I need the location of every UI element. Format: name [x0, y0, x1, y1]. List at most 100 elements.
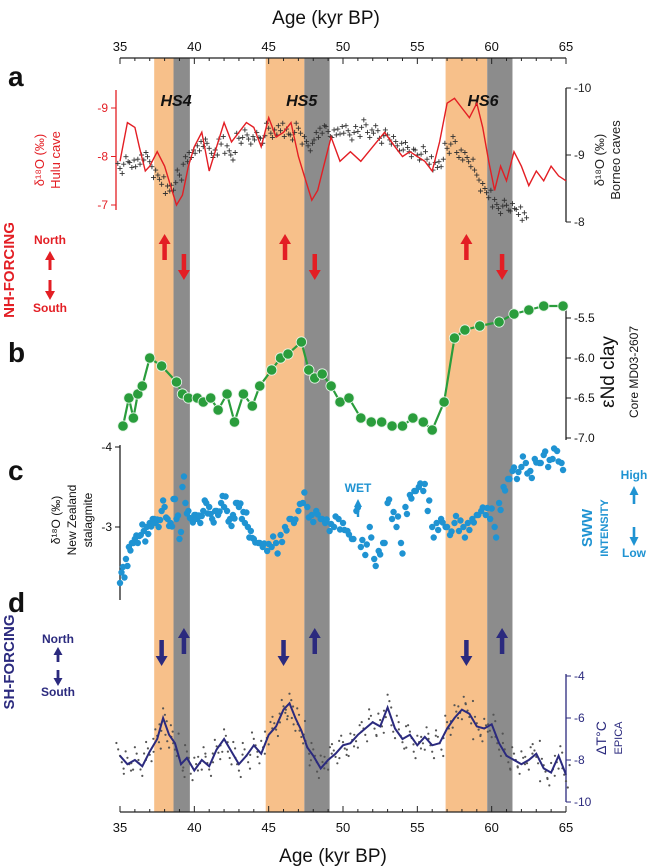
nz-point	[161, 503, 168, 511]
borneo-point	[137, 161, 143, 167]
end-point	[266, 364, 278, 376]
nz-point	[421, 480, 428, 488]
epica-raw-point	[237, 769, 241, 772]
borneo-point	[440, 156, 446, 162]
borneo-point	[515, 211, 521, 217]
epica-raw-point	[384, 716, 387, 719]
hulu-axis-tick-label: -8	[97, 150, 108, 164]
epica-raw-point	[455, 710, 458, 713]
sh-arrow-down	[460, 656, 473, 666]
epica-raw-point	[522, 756, 525, 759]
epica-raw-point	[284, 711, 287, 714]
panel-a-letter: a	[8, 61, 24, 92]
end-point	[386, 420, 398, 432]
nz-point	[339, 519, 347, 527]
borneo-point	[448, 141, 454, 147]
panel-b-right-ticks: -5.5 -6.0 -6.5 -7.0	[566, 311, 595, 445]
top-tick-label: 40	[187, 39, 201, 54]
epica-raw-point	[184, 744, 187, 747]
borneo-point	[133, 164, 139, 170]
epica-raw-point	[269, 720, 272, 724]
epica-raw-point	[141, 774, 144, 778]
borneo-point	[428, 154, 434, 160]
nz-point	[263, 547, 271, 555]
epica-raw-point	[204, 755, 207, 758]
borneo-point	[462, 150, 468, 155]
end-point	[493, 316, 505, 328]
nz-point	[345, 531, 353, 538]
nh-forcing-arrows	[158, 234, 509, 280]
borneo-point	[228, 152, 234, 158]
nz-point	[522, 459, 530, 467]
panel-c-left-ticks: -4 -3	[101, 440, 120, 534]
epica-raw-point	[308, 764, 311, 767]
nz-point	[403, 510, 411, 518]
nz-point	[488, 505, 495, 512]
epica-raw-point	[122, 772, 125, 775]
nz-point	[515, 468, 522, 476]
nz-point	[497, 506, 504, 514]
borneo-point	[400, 147, 406, 153]
epica-raw-point	[120, 761, 123, 764]
borneo-point	[501, 197, 507, 203]
borneo-point	[323, 124, 329, 130]
nz-point	[277, 531, 284, 539]
borneo-point	[464, 155, 470, 160]
epica-raw-point	[360, 721, 363, 724]
borneo-point	[446, 150, 452, 156]
borneo-point	[246, 136, 252, 142]
panel-a-left-label-1: δ¹⁸O (‰)	[32, 134, 47, 186]
epica-raw-point	[275, 728, 278, 731]
borneo-point	[345, 128, 351, 134]
end-point	[144, 352, 156, 364]
epica-raw-point	[544, 770, 547, 773]
epica-raw-point	[263, 752, 266, 755]
nz-point	[388, 515, 396, 523]
nh-north-label: North	[34, 233, 66, 247]
epica-raw-point	[358, 724, 361, 727]
epica-raw-point	[338, 757, 341, 760]
borneo-point	[454, 150, 460, 155]
end-point	[136, 380, 148, 392]
epica-raw-point	[146, 747, 150, 750]
borneo-point	[468, 164, 474, 170]
borneo-point	[287, 132, 293, 138]
epica-raw-point	[278, 721, 282, 724]
epica-raw-point	[408, 730, 411, 733]
nz-point	[527, 467, 534, 475]
borneo-point	[194, 143, 200, 149]
borneo-point	[214, 152, 220, 158]
epica-raw-point	[224, 734, 227, 737]
nz-point	[549, 455, 556, 463]
borneo-point	[337, 131, 343, 137]
epica-raw-point	[152, 750, 155, 753]
borneo-point	[305, 143, 311, 149]
epica-raw-point	[302, 742, 305, 745]
epica-raw-point	[390, 724, 393, 727]
epica-raw-point	[239, 775, 242, 779]
epica-raw-point	[226, 750, 229, 753]
high-label: High	[621, 468, 648, 482]
epica-raw-point	[412, 750, 415, 753]
bottom-tick-label: 50	[336, 820, 350, 835]
nz-point	[394, 513, 402, 520]
nz-point	[368, 534, 375, 541]
borneo-point	[355, 129, 361, 135]
borneo-point	[478, 188, 484, 194]
nz-point	[180, 473, 188, 480]
borneo-point	[379, 140, 385, 146]
borneo-series	[115, 117, 530, 223]
epica-raw-point	[164, 733, 167, 736]
top-axis-ticks: 35 40 45 50 55 60 65	[113, 39, 573, 64]
borneo-point	[309, 140, 315, 146]
epica-raw-point	[247, 761, 250, 764]
panel-c-left-label-3: stalagmite	[81, 492, 95, 547]
nz-point	[310, 518, 317, 526]
borneo-point	[363, 122, 369, 128]
epica-raw-point	[457, 716, 460, 720]
epica-raw-point	[407, 724, 410, 727]
nz-point	[372, 562, 379, 570]
borneo-point	[258, 135, 264, 141]
sh-forcing-title: SH-FORCING	[1, 615, 18, 710]
panel-d-right-ticks: -4 -6 -8 -10	[566, 669, 592, 809]
